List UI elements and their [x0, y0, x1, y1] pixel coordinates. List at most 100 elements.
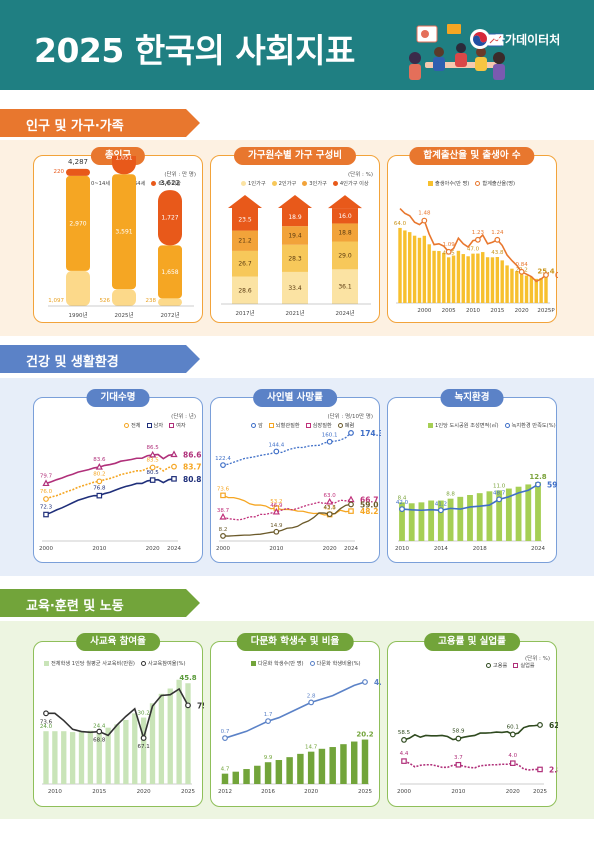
panel-title: 합계출산율 및 출생아 수: [409, 147, 535, 165]
legend: 1인당 도시공원 조성면적(㎡) 녹지환경 만족도(%): [428, 422, 556, 429]
multicultural-chart: 2012 2016 2020 2025 4.7 9.9 14.7 20.2 0.7 1.7 2.8 4…: [218, 678, 381, 795]
data-label: 4.7: [221, 767, 230, 773]
data-label: 9.9: [264, 755, 273, 761]
data-label: 36.1: [338, 284, 352, 291]
bar: [417, 237, 422, 303]
bar: [539, 278, 543, 303]
data-label: 42.6: [324, 506, 337, 512]
legend-item: 출생아수(만 명): [428, 180, 469, 187]
bar: [221, 773, 229, 784]
unit-label: (단위 : %): [525, 656, 550, 662]
data-label: 28.6: [238, 287, 252, 294]
data-point: [96, 728, 103, 735]
data-label: 18.9: [288, 214, 302, 221]
data-label: 73.6: [40, 719, 53, 725]
data-label: 4.4: [400, 751, 409, 757]
data-point: [399, 506, 405, 512]
legend: 암 뇌혈관질환 심장질환 폐렴: [251, 422, 354, 429]
data-point: [348, 508, 354, 514]
data-point: [445, 248, 452, 255]
house-roof: [228, 195, 262, 208]
x-tick-label: 2021년: [285, 309, 304, 317]
data-label: 68.8: [93, 738, 106, 744]
x-tick-label: 2024년: [335, 309, 354, 317]
section-title: 교육·훈련 및 노동: [26, 599, 124, 614]
data-point: [421, 217, 428, 224]
data-label: 48.7: [493, 490, 506, 496]
bar: [490, 257, 495, 303]
series-line: [401, 483, 539, 512]
data-point: [535, 481, 541, 488]
green-space-chart: 2010 2014 2018 2024 8.4 8.8 11.0 12.8 42.0 41.2 48…: [395, 473, 558, 552]
bar-segment: [282, 208, 308, 227]
data-label: 24.0: [40, 724, 53, 730]
data-point: [170, 450, 178, 458]
data-label: 526: [100, 298, 111, 304]
x-tick-label: 2020: [506, 789, 520, 795]
total-label: 3,622: [160, 179, 180, 187]
x-tick-label: 2010: [48, 789, 62, 795]
taegeuk-logo-icon: [470, 29, 490, 49]
data-point: [43, 511, 49, 518]
data-label: 75.7: [197, 701, 204, 710]
data-point: [543, 272, 549, 278]
bar-segment: [332, 269, 358, 304]
bar: [446, 257, 451, 303]
bar: [422, 235, 427, 303]
bar: [481, 252, 485, 303]
data-label: 28.3: [288, 255, 302, 262]
data-label: 2.8: [549, 765, 558, 774]
data-point: [348, 430, 354, 436]
data-point: [273, 448, 280, 455]
bar-segment: [332, 223, 358, 242]
legend-item: 뇌혈관질환: [268, 422, 300, 429]
data-label: 30.2: [138, 711, 150, 717]
bar: [52, 731, 58, 784]
data-label: 1.23: [472, 230, 485, 236]
legend-item: 사교육참여율(%): [140, 660, 186, 667]
legend-item: 녹지환경 만족도(%): [504, 422, 556, 429]
bar: [176, 679, 182, 784]
bar: [243, 769, 250, 784]
bar: [340, 744, 347, 784]
bar-segment: [66, 168, 90, 176]
series-line: [403, 760, 540, 771]
legend-item: 다문화 학생비율(%): [309, 660, 361, 667]
bar: [519, 274, 524, 303]
series-line: [45, 465, 175, 500]
bar: [398, 227, 402, 303]
data-label: 80.2: [93, 471, 105, 477]
data-point: [43, 496, 49, 502]
x-tick-label: 2025년: [114, 311, 133, 319]
legend-item: 실업률: [513, 662, 535, 669]
bar: [275, 760, 283, 784]
x-tick-label: 2024: [531, 546, 545, 552]
data-point: [455, 735, 462, 742]
data-point: [140, 735, 147, 741]
legend-item: 2인가구: [271, 180, 296, 187]
bar: [418, 502, 425, 541]
legend-item: 1인가구: [241, 180, 266, 187]
bar: [351, 741, 358, 784]
panel-title: 사교육 참여율: [76, 633, 160, 651]
bar: [515, 271, 519, 303]
bar: [496, 490, 503, 541]
bar: [510, 268, 514, 303]
data-label: 62.9: [549, 721, 558, 730]
data-point: [401, 736, 407, 743]
data-point: [455, 761, 462, 768]
x-tick-label: 2025: [181, 789, 195, 795]
bar: [524, 275, 529, 303]
x-tick-label: 2005: [442, 308, 456, 314]
x-tick-label: 2025: [533, 789, 547, 795]
panel-households: 가구원수별 가구 구성비 (단위 : %) 1인가구 2인가구 3인가구 4인가…: [210, 147, 380, 323]
data-label: 4.0: [374, 678, 381, 687]
bar: [232, 771, 239, 784]
data-label: 83.7: [183, 463, 202, 472]
data-point: [308, 699, 315, 706]
bar: [495, 257, 500, 303]
people-illustration: [409, 24, 505, 80]
data-label: 43.8: [491, 250, 504, 256]
data-point: [149, 450, 157, 458]
data-point: [474, 236, 481, 243]
